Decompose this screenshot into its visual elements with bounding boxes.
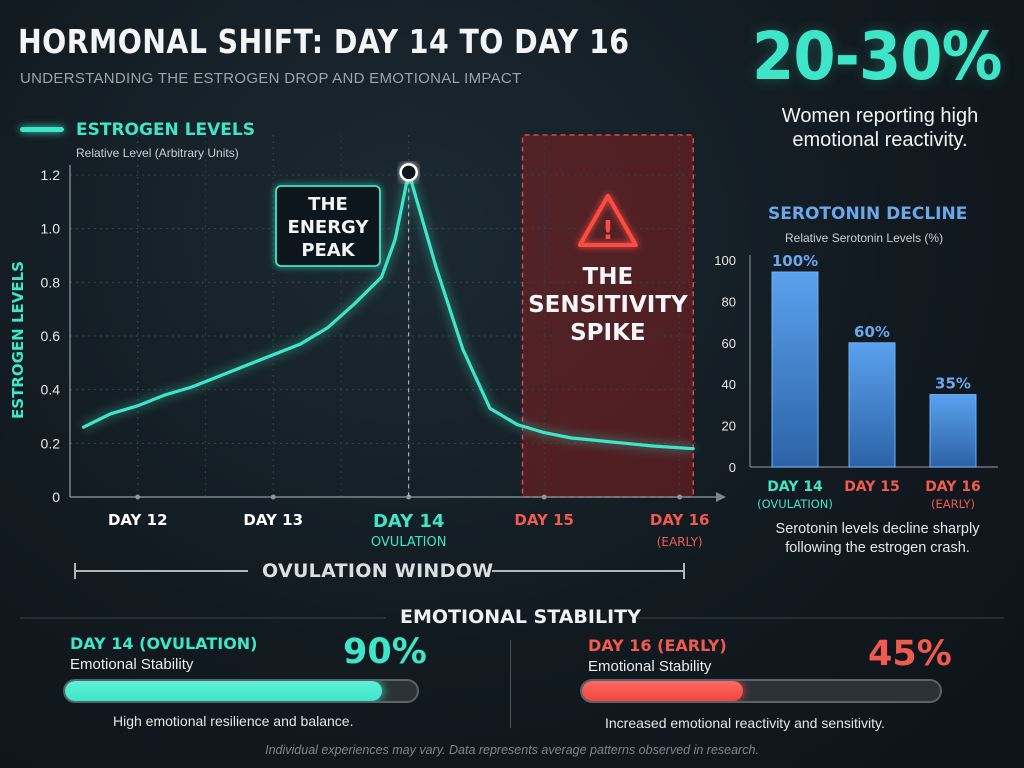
divider bbox=[510, 640, 511, 728]
left-stability-label: Emotional Stability bbox=[70, 656, 194, 673]
serotonin-note: Serotonin levels decline sharply followi… bbox=[775, 521, 980, 556]
x-tick-label: DAY 14 bbox=[373, 511, 445, 532]
serotonin-title: SEROTONIN DECLINE bbox=[768, 204, 968, 224]
right-day-label: DAY 16 (EARLY) bbox=[588, 636, 727, 655]
energy-peak-box bbox=[275, 185, 381, 267]
right-stability-desc: Increased emotional reactivity and sensi… bbox=[605, 715, 885, 731]
sensitivity-spike-label: THE bbox=[583, 264, 634, 290]
legend-label: ESTROGEN LEVELS bbox=[76, 120, 255, 140]
bar-y-tick-label: 0 bbox=[729, 460, 736, 475]
bar-category-sublabel: (EARLY) bbox=[931, 497, 975, 511]
right-stability-label: Emotional Stability bbox=[588, 658, 712, 675]
ovulation-window-label: OVULATION WINDOW bbox=[262, 560, 494, 582]
left-stability-desc: High emotional resilience and balance. bbox=[113, 713, 354, 729]
warning-icon bbox=[577, 194, 638, 247]
bar bbox=[771, 271, 819, 468]
x-tick-sublabel: OVULATION bbox=[371, 535, 447, 550]
x-axis-arrow bbox=[716, 492, 726, 502]
right-stability-percent: 45% bbox=[868, 634, 952, 674]
y-tick-label: 0.2 bbox=[41, 435, 61, 451]
y-tick-label: 1.2 bbox=[41, 167, 61, 183]
bar-y-tick-label: 60 bbox=[722, 336, 736, 351]
y-tick-label: 0.8 bbox=[41, 274, 61, 290]
page-subtitle: UNDERSTANDING THE ESTROGEN DROP AND EMOT… bbox=[20, 70, 522, 87]
left-day-text: DAY 14 (OVULATION) bbox=[70, 634, 258, 653]
serotonin-subtitle: Relative Serotonin Levels (%) bbox=[785, 231, 944, 245]
bar-value-label: 60% bbox=[854, 323, 890, 341]
bar-y-tick-label: 20 bbox=[722, 419, 736, 434]
bar-y-tick-label: 80 bbox=[722, 294, 736, 309]
y-tick-label: 0.4 bbox=[41, 382, 61, 398]
y-tick-label: 0.6 bbox=[41, 328, 61, 344]
x-tick-label: DAY 15 bbox=[514, 511, 574, 529]
bar-y-tick-label: 100 bbox=[714, 253, 736, 268]
bar bbox=[929, 394, 977, 468]
left-stability-percent: 90% bbox=[343, 632, 427, 672]
legend-subtitle: Relative Level (Arbitrary Units) bbox=[76, 146, 239, 160]
stat-description: Women reporting high emotional reactivit… bbox=[781, 105, 979, 151]
warning-icon-glyph: ! bbox=[602, 216, 614, 246]
bar-y-tick-label: 40 bbox=[722, 377, 736, 392]
sensitivity-spike-label: SENSITIVITY bbox=[528, 292, 688, 318]
bar-category-sublabel: (OVULATION) bbox=[757, 497, 833, 511]
peak-point bbox=[399, 163, 418, 182]
x-tick-label: DAY 12 bbox=[108, 511, 168, 529]
right-day-text: DAY 16 (EARLY) bbox=[588, 636, 727, 655]
footer-note: Individual experiences may vary. Data re… bbox=[265, 743, 759, 757]
bar-category-label: DAY 14 bbox=[767, 479, 823, 495]
series-line bbox=[81, 170, 695, 451]
stat-value: 20-30% bbox=[752, 18, 1002, 95]
bar-value-label: 100% bbox=[772, 252, 818, 270]
x-tick-dot bbox=[406, 494, 412, 500]
right-stability-fill bbox=[582, 681, 744, 701]
energy-peak-label: ENERGY bbox=[288, 217, 370, 238]
bar-value-label: 35% bbox=[935, 375, 971, 393]
x-tick-dot bbox=[677, 494, 683, 500]
page-title: HORMONAL SHIFT: DAY 14 TO DAY 16 bbox=[18, 22, 630, 61]
left-day-label: DAY 14 (OVULATION) bbox=[70, 634, 258, 653]
x-tick-sublabel: (EARLY) bbox=[657, 535, 703, 549]
right-stability-bar bbox=[580, 679, 942, 703]
emotional-stability-title: EMOTIONAL STABILITY bbox=[400, 606, 641, 628]
legend-swatch bbox=[20, 127, 64, 132]
bar-category-label: DAY 16 bbox=[925, 479, 981, 495]
x-tick-dot bbox=[135, 494, 141, 500]
y-tick-label: 1.0 bbox=[41, 221, 61, 237]
y-tick-label: 0 bbox=[52, 489, 60, 505]
energy-peak-label: PEAK bbox=[301, 240, 355, 261]
bar bbox=[848, 342, 896, 468]
x-tick-label: DAY 13 bbox=[243, 511, 303, 529]
bar-category-label: DAY 15 bbox=[844, 479, 900, 495]
x-tick-label: DAY 16 bbox=[650, 511, 710, 529]
left-stability-bar bbox=[63, 679, 419, 703]
x-tick-dot bbox=[541, 494, 547, 500]
x-tick-dot bbox=[270, 494, 276, 500]
energy-peak-label: THE bbox=[308, 194, 348, 215]
sensitivity-spike-label: SPIKE bbox=[570, 320, 646, 346]
left-stability-fill bbox=[65, 681, 382, 701]
